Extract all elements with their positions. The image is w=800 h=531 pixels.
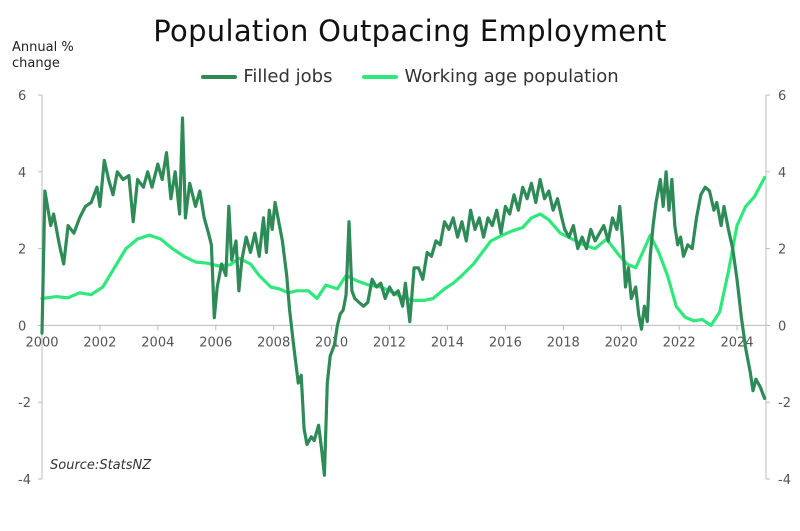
y-tick-label-left: 2 <box>18 243 26 258</box>
legend-item-working-age-population: Working age population <box>362 66 619 87</box>
y-tick-label-right: 0 <box>778 319 786 334</box>
legend-label-working-age-population: Working age population <box>404 66 619 87</box>
series-line-working-age-population <box>40 176 767 327</box>
y-tick-label-left: 4 <box>18 166 26 181</box>
x-tick-label: 2006 <box>199 335 232 350</box>
series-line-filled-jobs <box>40 116 767 477</box>
legend: Filled jobs Working age population <box>0 66 800 87</box>
y-tick-label-left: -2 <box>18 396 31 411</box>
x-tick-label: 2022 <box>663 335 696 350</box>
axes: -4 -4 -2 -2 0 0 2 2 4 4 6 6 2000 2002 2004 2006 2008 2010… <box>18 89 791 488</box>
x-tick-label: 2018 <box>547 335 580 350</box>
y-tick-label-right: -2 <box>778 396 791 411</box>
legend-swatch-working-age-population <box>362 74 399 79</box>
y-tick-label-right: 2 <box>778 243 786 258</box>
y-tick-label-left: 0 <box>18 319 26 334</box>
x-tick-label: 2024 <box>720 335 753 350</box>
y-tick-label-left: 6 <box>18 89 26 104</box>
series-lines <box>40 116 767 477</box>
x-tick-label: 2012 <box>373 335 406 350</box>
y-tick-label-right: 4 <box>778 166 786 181</box>
y-tick-label-left: -4 <box>18 473 31 488</box>
y-tick-label-right: -4 <box>778 473 791 488</box>
legend-label-filled-jobs: Filled jobs <box>243 66 333 87</box>
source-note: Source:StatsNZ <box>50 458 152 473</box>
x-tick-label: 2016 <box>489 335 522 350</box>
y-axis-label: Annual % change <box>12 40 74 71</box>
x-tick-label: 2010 <box>315 335 348 350</box>
y-tick-label-right: 6 <box>778 89 786 104</box>
legend-swatch-filled-jobs <box>201 74 238 79</box>
x-tick-label: 2000 <box>25 335 58 350</box>
x-tick-label: 2002 <box>83 335 116 350</box>
chart-title: Population Outpacing Employment <box>153 14 667 48</box>
x-tick-label: 2014 <box>431 335 464 350</box>
x-tick-label: 2004 <box>141 335 174 350</box>
legend-item-filled-jobs: Filled jobs <box>201 66 332 87</box>
x-tick-label: 2020 <box>605 335 638 350</box>
x-tick-label: 2008 <box>257 335 290 350</box>
